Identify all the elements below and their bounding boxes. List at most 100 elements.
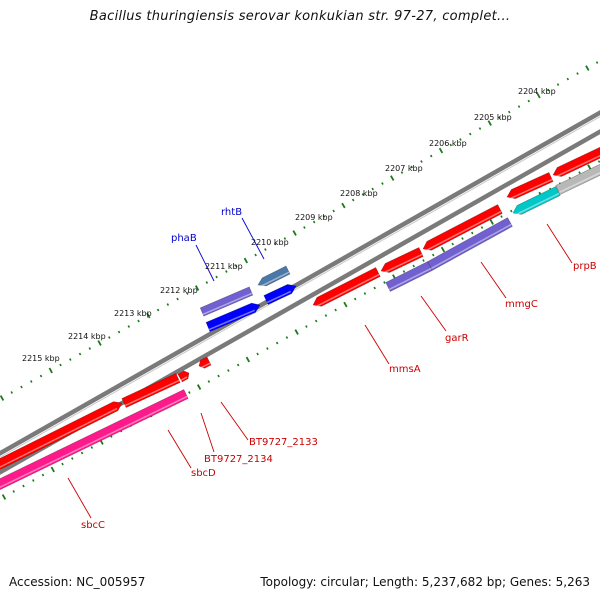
gene-prpb-bar (512, 186, 561, 215)
outer-ruler-tick (478, 127, 482, 130)
outer-ruler-tick (146, 312, 151, 319)
outer-ruler-tick (595, 61, 599, 64)
inner-ruler-tick (227, 369, 230, 372)
gene-mmsa-bar-highlight (313, 273, 380, 309)
inner-ruler-tick (22, 484, 25, 488)
gene-label-rhtb: rhtB (221, 207, 242, 218)
map-title: Bacillus thuringiensis serovar konkukian… (89, 9, 511, 24)
outer-ruler-tick (127, 325, 131, 328)
ruler-label: 2212 kbp (160, 286, 198, 295)
gene-forward-blue-bar-2 (263, 284, 297, 305)
gene-red-bar-mid-highlight (381, 253, 423, 275)
gene-label-sbcc: sbcC (81, 520, 105, 531)
inner-ruler-tick (61, 462, 64, 466)
leader-sbcd (167, 429, 192, 469)
outer-ruler-tick (215, 275, 218, 279)
outer-ruler-tick (88, 347, 92, 350)
outer-ruler-tick (449, 143, 452, 147)
gene-label-bt9727-2133: BT9727_2133 (249, 437, 318, 448)
gene-bt9727-2134-bar-highlight (199, 362, 211, 369)
outer-ruler-tick (156, 308, 160, 312)
outer-ruler-tick (508, 110, 511, 114)
outer-ruler-tick (536, 92, 541, 99)
leader-garr (420, 295, 447, 332)
inner-ruler-tick (343, 301, 348, 308)
inner-ruler-tick (245, 356, 251, 363)
inner-ruler-tick (578, 171, 581, 174)
outer-ruler-tick (292, 230, 297, 236)
outer-ruler-tick (225, 270, 228, 273)
outer-ruler-tick (566, 77, 570, 81)
outer-ruler-tick (48, 367, 53, 374)
inner-ruler-tick (363, 292, 367, 295)
gene-label-phab: phaB (171, 233, 197, 244)
gene-mmgc-bar (427, 217, 513, 271)
outer-ruler-tick (459, 138, 462, 141)
leader-sbcc (67, 477, 92, 519)
ruler-label: 2206 kbp (429, 139, 467, 148)
inner-ruler-tick (256, 352, 259, 356)
ruler-label: 2204 kbp (518, 87, 556, 96)
inner-ruler-tick (275, 341, 279, 345)
gene-label-prpb: prpB (573, 261, 597, 272)
leader-phab (195, 244, 215, 282)
inner-ruler-tick (41, 473, 45, 477)
inner-ruler-tick (207, 380, 211, 383)
gene-mmgc-bar-highlight (430, 223, 512, 270)
ruler-label: 2208 kbp (340, 189, 378, 198)
ruler-label: 2214 kbp (68, 332, 106, 341)
outer-ruler-tick (517, 105, 521, 108)
ruler-label: 2210 kbp (251, 238, 289, 247)
inner-ruler-tick (285, 336, 289, 339)
gene-grey-bar (555, 163, 600, 195)
leader-bt9727-2133 (220, 401, 249, 441)
outer-ruler-tick (30, 380, 33, 383)
inner-ruler-tick (383, 281, 386, 284)
outer-ruler-tick (39, 374, 43, 378)
outer-ruler-tick (205, 281, 209, 284)
backbone-highlight (0, 116, 600, 458)
ruler-label: 2213 kbp (114, 309, 152, 318)
outer-ruler-tick (117, 330, 121, 334)
gene-prpb-bar-highlight (513, 192, 560, 217)
gene-phab-bar (199, 286, 254, 317)
gene-bt9727-2133-bar (177, 370, 190, 383)
outer-ruler-tick (547, 88, 550, 92)
inner-ruler-tick (451, 242, 454, 246)
gene-rhtb-bar (257, 265, 291, 287)
inner-ruler-tick (480, 226, 484, 229)
gene-label-bt9727-2134: BT9727_2134 (204, 454, 273, 465)
gene-red-bar-right-2 (552, 146, 600, 177)
inner-ruler-tick (489, 219, 494, 225)
ruler-label: 2211 kbp (205, 262, 243, 271)
outer-ruler-tick (59, 363, 62, 367)
outer-ruler-tick (10, 391, 13, 394)
gene-red-bar-mid-2 (422, 204, 503, 251)
outer-ruler-tick (361, 193, 365, 196)
ruler-label: 2215 kbp (22, 354, 60, 363)
gene-red-bar-mid (380, 247, 424, 273)
inner-ruler-tick (440, 246, 446, 253)
gene-mmsa-bar (312, 267, 381, 307)
outer-ruler-tick (78, 352, 82, 356)
gene-forward-blue-bar (205, 302, 261, 332)
ruler-and-gene-labels: 2204 kbp 2205 kbp 2206 kbp 2207 kbp 2208… (22, 87, 597, 531)
inner-ruler-tick (324, 314, 328, 317)
outer-ruler-tick (556, 83, 560, 86)
inner-ruler-tick (587, 164, 592, 170)
outer-ruler-tick (420, 160, 423, 163)
gene-grey-bar-highlight (558, 172, 600, 194)
inner-ruler-tick (402, 270, 406, 273)
outer-ruler-tick (137, 319, 140, 323)
outer-ruler-tick (108, 336, 111, 339)
gene-reverse-red-bar-left (0, 401, 123, 470)
inner-ruler-tick (461, 237, 464, 240)
inner-ruler-tick (422, 259, 425, 262)
gene-red-bar-right-2-highlight (553, 154, 600, 179)
outer-ruler-tick (176, 297, 179, 301)
inner-ruler-tick (353, 297, 357, 301)
inner-ruler-tick (597, 160, 600, 163)
ruler-label: 2209 kbp (295, 213, 333, 222)
gene-sbcc-bar (0, 389, 189, 491)
